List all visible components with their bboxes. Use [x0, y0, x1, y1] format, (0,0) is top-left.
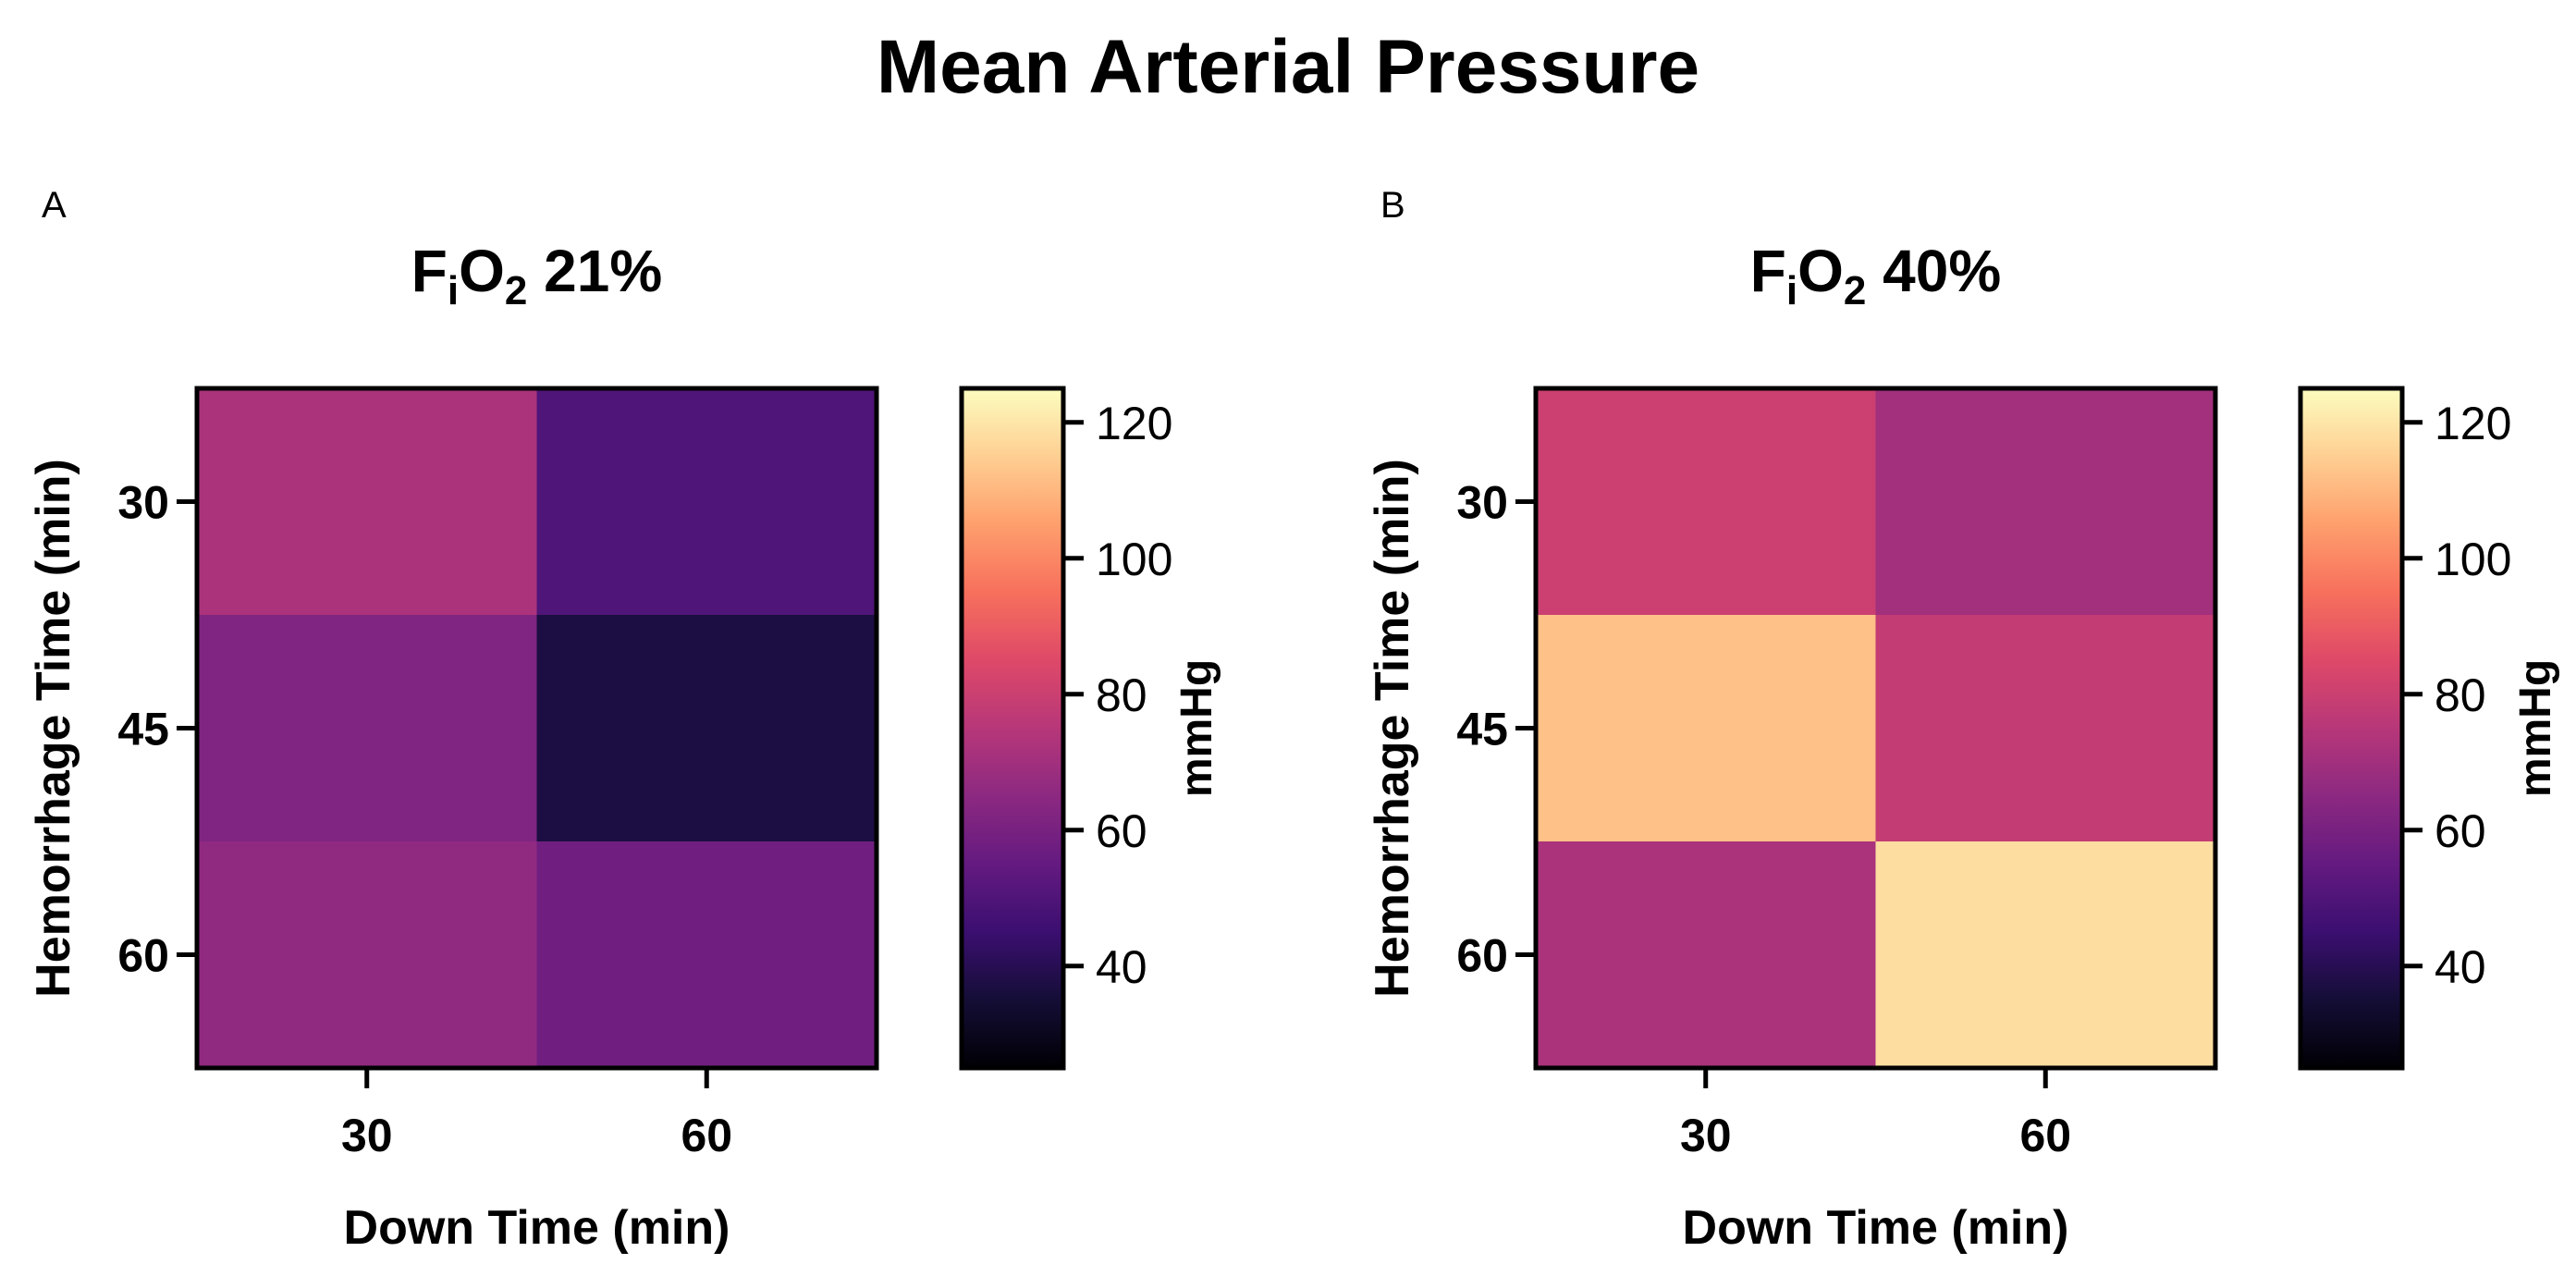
heatmap-cell-r0-c1 — [536, 388, 877, 616]
heatmap-cell-r1-c1 — [1875, 615, 2216, 842]
y-tick-label: 45 — [117, 704, 169, 755]
figure-title: Mean Arterial Pressure — [877, 25, 1699, 109]
colorbar-label: mmHg — [2511, 659, 2560, 797]
panel-title: FiO2 40% — [1750, 238, 2001, 313]
colorbar-tick-label: 120 — [1096, 398, 1172, 449]
y-axis-label: Hemorrhage Time (min) — [1366, 459, 1419, 998]
colorbar-tick-label: 100 — [1096, 534, 1172, 585]
colorbar-tick-label: 100 — [2435, 534, 2511, 585]
y-tick-label: 60 — [1456, 930, 1508, 982]
heatmap-cell-r0-c0 — [197, 388, 537, 616]
y-tick-label: 30 — [1456, 477, 1508, 529]
panel-a: A FiO2 21% 30 45 60 30 60 Down Time (min) Hemorr… — [27, 185, 1221, 1255]
heatmap-cell-r2-c1 — [1875, 841, 2216, 1069]
colorbar-tick-label: 80 — [2435, 669, 2486, 721]
y-tick-label: 30 — [117, 477, 169, 529]
colorbar-tick-label: 80 — [1096, 669, 1147, 721]
panel-label: B — [1380, 185, 1405, 226]
x-tick-label: 30 — [341, 1110, 393, 1161]
panel-label: A — [42, 185, 67, 226]
colorbar-tick-label: 120 — [2435, 398, 2511, 449]
x-tick-label: 30 — [1680, 1110, 1732, 1161]
y-tick-label: 45 — [1456, 704, 1508, 755]
colorbar — [959, 386, 1066, 1071]
heatmap-cell-r2-c0 — [197, 841, 537, 1069]
colorbar-tick-label: 40 — [1096, 941, 1147, 993]
y-axis-label: Hemorrhage Time (min) — [27, 459, 80, 998]
heatmap-cell-r1-c1 — [536, 615, 877, 842]
heatmap-cell-r1-c0 — [197, 615, 537, 842]
x-axis-label: Down Time (min) — [1683, 1201, 2069, 1255]
heatmap-cell-r0-c1 — [1875, 388, 2216, 616]
heatmap-cell-r2-c1 — [536, 841, 877, 1069]
heatmap-cell-r2-c0 — [1536, 841, 1876, 1069]
x-axis-label: Down Time (min) — [344, 1201, 730, 1255]
colorbar-tick-label: 60 — [1096, 805, 1147, 857]
colorbar-tick-label: 40 — [2435, 941, 2486, 993]
x-tick-label: 60 — [681, 1110, 732, 1161]
colorbar-label: mmHg — [1172, 659, 1221, 797]
panel-title: FiO2 21% — [411, 238, 662, 313]
heatmap-cell-r1-c0 — [1536, 615, 1876, 842]
colorbar-tick-label: 60 — [2435, 805, 2486, 857]
x-tick-label: 60 — [2019, 1110, 2071, 1161]
colorbar — [2298, 386, 2405, 1071]
panel-b: B FiO2 40% 30 45 60 30 60 Down Time (min) Hemorr… — [1366, 185, 2560, 1255]
y-tick-label: 60 — [117, 930, 169, 982]
heatmap-cell-r0-c0 — [1536, 388, 1876, 616]
